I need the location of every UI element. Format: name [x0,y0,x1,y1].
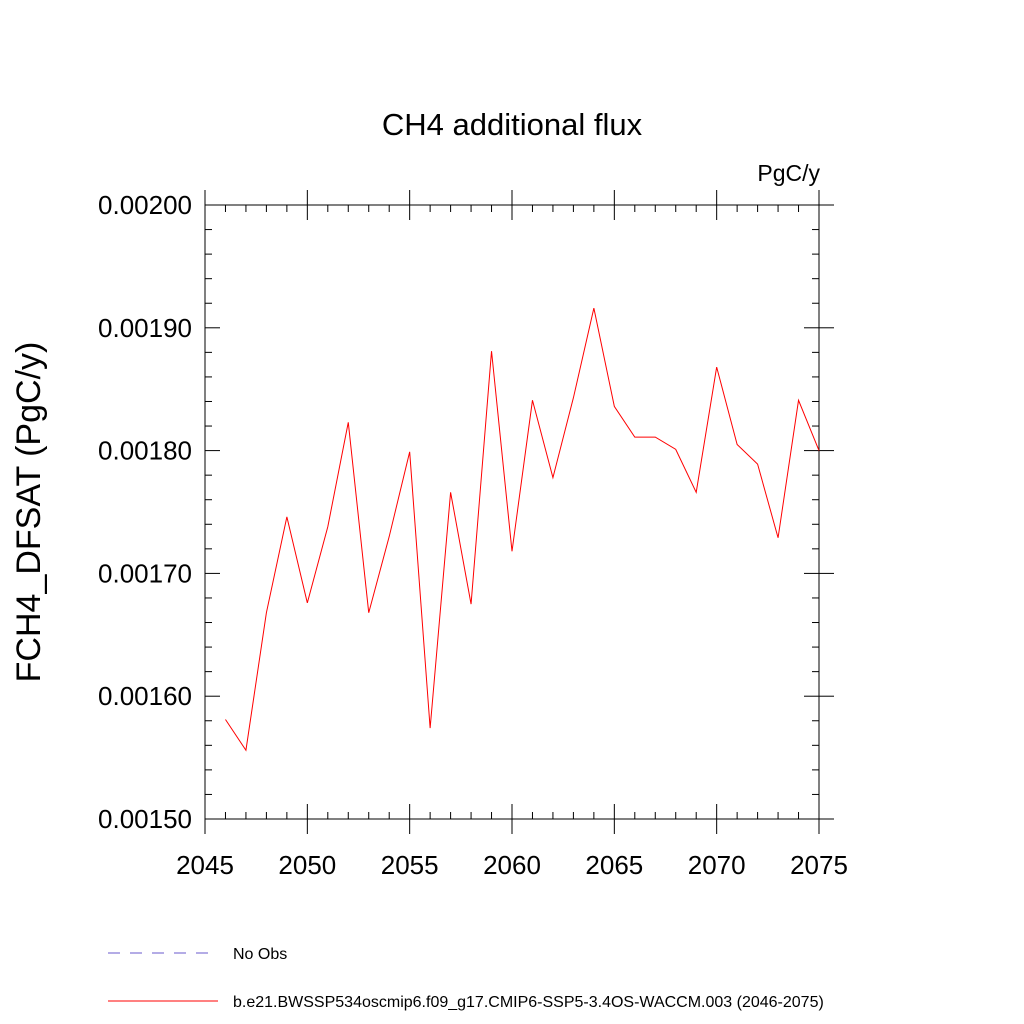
y-tick-labels: 0.00150 0.00160 0.00170 0.00180 0.00190 0.002… [98,190,192,834]
x-tick-label: 2050 [278,850,336,880]
x-tick-label: 2055 [381,850,439,880]
y-tick-label: 0.00150 [98,804,192,834]
series-line [225,308,820,752]
chart-title: CH4 additional flux [382,107,643,142]
x-tick-label: 2065 [585,850,643,880]
legend-label-model: b.e21.BWSSP534oscmip6.f09_g17.CMIP6-SSP5… [233,994,824,1011]
y-tick-label: 0.00170 [98,558,192,588]
y-axis-label: FCH4_DFSAT (PgC/y) [10,342,48,683]
axis-ticks [204,190,834,834]
series-group [225,308,820,752]
y-tick-label: 0.00160 [98,681,192,711]
plot-frame [204,204,820,820]
y-tick-label: 0.00200 [98,190,192,220]
legend: No Obs b.e21.BWSSP534oscmip6.f09_g17.CMI… [108,946,824,1011]
x-tick-label: 2060 [483,850,541,880]
x-tick-label: 2075 [790,850,848,880]
legend-label-no-obs: No Obs [233,946,287,963]
x-tick-label: 2045 [176,850,234,880]
x-tick-labels: 2045 2050 2055 2060 2065 2070 2075 [176,850,848,880]
y-tick-label: 0.00180 [98,436,192,466]
x-tick-label: 2070 [688,850,746,880]
units-label: PgC/y [757,160,820,186]
y-tick-label: 0.00190 [98,313,192,343]
